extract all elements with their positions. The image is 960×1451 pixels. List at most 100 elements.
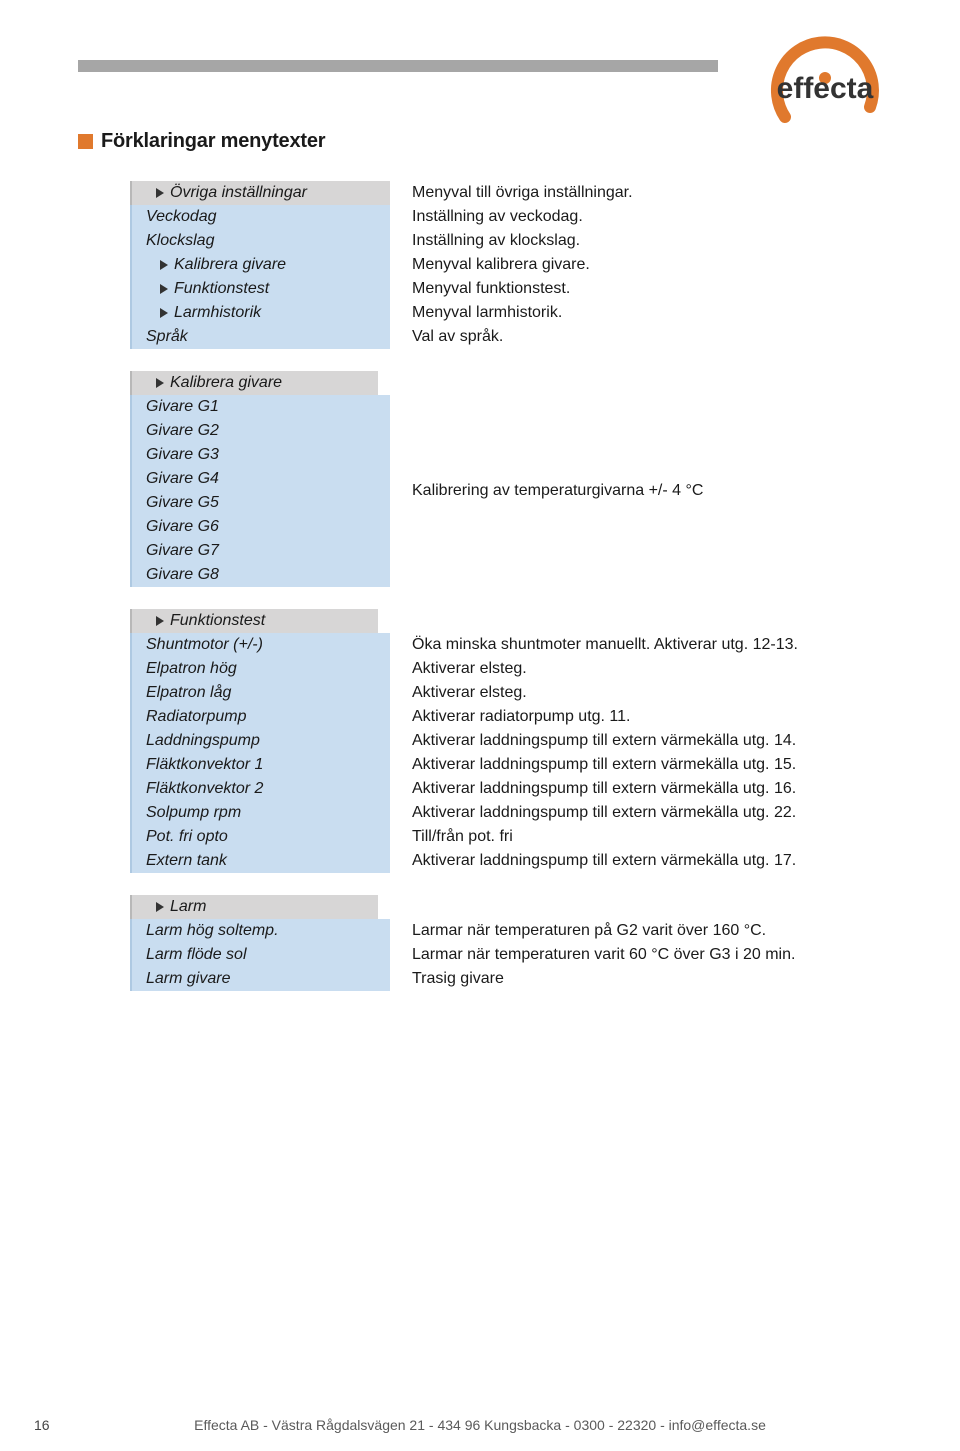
func-label-cell: Shuntmotor (+/-) (130, 633, 390, 657)
section-header-kalibrera: Kalibrera givare (130, 371, 378, 395)
func-label-cell: Solpump rpm (130, 801, 390, 825)
footer-text: Effecta AB - Västra Rågdalsvägen 21 - 43… (0, 1417, 960, 1433)
page: effecta Förklaringar menytexter Övriga i… (0, 0, 960, 1451)
larm-label-cell: Larm givare (130, 967, 390, 991)
section-kalibrera: Kalibrera givare Givare G1Givare G2Givar… (130, 371, 890, 587)
givare-item: Givare G6 (130, 515, 390, 539)
triangle-icon (160, 284, 168, 294)
menu-label: Funktionstest (174, 280, 269, 298)
header-grey-line (78, 60, 718, 72)
func-label: Elpatron låg (146, 684, 231, 702)
func-row: Extern tankAktiverar laddningspump till … (130, 849, 890, 873)
func-label: Extern tank (146, 852, 227, 870)
func-desc: Aktiverar elsteg. (390, 657, 890, 681)
func-desc: Aktiverar radiatorpump utg. 11. (390, 705, 890, 729)
givare-item: Givare G3 (130, 443, 390, 467)
section-header-label: Övriga inställningar (170, 184, 307, 202)
section-header-label: Funktionstest (170, 612, 265, 630)
larm-label: Larm flöde sol (146, 946, 247, 964)
func-label: Shuntmotor (+/-) (146, 636, 263, 654)
func-row: Solpump rpmAktiverar laddningspump till … (130, 801, 890, 825)
section-header-funktionstest: Funktionstest (130, 609, 378, 633)
menu-label-cell: Veckodag (130, 205, 390, 229)
larm-row: Larm flöde sol Larmar när temperaturen va… (130, 943, 890, 967)
larm-row: Larm hög soltemp. Larmar när temperaturen… (130, 919, 890, 943)
section-header-larm: Larm (130, 895, 378, 919)
larm-label-cell: Larm hög soltemp. (130, 919, 390, 943)
givare-item: Givare G4 (130, 467, 390, 491)
menu-label-cell: Larmhistorik (130, 301, 390, 325)
section-header-desc: Menyval till övriga inställningar. (390, 181, 890, 205)
func-desc: Aktiverar laddningspump till extern värm… (390, 729, 890, 753)
func-desc: Öka minska shuntmoter manuellt. Aktivera… (390, 633, 890, 657)
givare-item: Givare G1 (130, 395, 390, 419)
menu-row: VeckodagInställning av veckodag. (130, 205, 890, 229)
func-row: Laddningspump Aktiverar laddningspump til… (130, 729, 890, 753)
func-row: Pot. fri opto Till/från pot. fri (130, 825, 890, 849)
func-label: Fläktkonvektor 2 (146, 780, 263, 798)
section-heading-row: Förklaringar menytexter (78, 130, 960, 153)
larm-label: Larm hög soltemp. (146, 922, 279, 940)
func-desc: Aktiverar laddningspump till extern värm… (390, 777, 890, 801)
menu-desc: Menyval kalibrera givare. (390, 253, 890, 277)
menu-desc: Menyval larmhistorik. (390, 301, 890, 325)
section-header-label: Kalibrera givare (170, 374, 282, 392)
givare-item: Givare G5 (130, 491, 390, 515)
svg-text:effecta: effecta (777, 72, 874, 105)
func-label-cell: Elpatron låg (130, 681, 390, 705)
triangle-icon (156, 902, 164, 912)
content-area: Övriga inställningar Menyval till övriga… (130, 181, 890, 991)
func-label-cell: Fläktkonvektor 1 (130, 753, 390, 777)
func-desc: Aktiverar laddningspump till extern värm… (390, 753, 890, 777)
menu-label-cell: Klockslag (130, 229, 390, 253)
func-label: Solpump rpm (146, 804, 241, 822)
func-label-cell: Extern tank (130, 849, 390, 873)
section-header-label: Larm (170, 898, 206, 916)
section-larm: Larm Larm hög soltemp. Larmar när tempera… (130, 895, 890, 991)
menu-row: Kalibrera givare Menyval kalibrera givare… (130, 253, 890, 277)
larm-desc: Larmar när temperaturen på G2 varit över… (390, 919, 890, 943)
menu-label: Kalibrera givare (174, 256, 286, 274)
givare-item: Givare G2 (130, 419, 390, 443)
func-label-cell: Pot. fri opto (130, 825, 390, 849)
larm-desc: Trasig givare (390, 967, 890, 991)
triangle-icon (156, 616, 164, 626)
func-label: Elpatron hög (146, 660, 237, 678)
menu-row: FunktionstestMenyval funktionstest. (130, 277, 890, 301)
larm-row: Larm givare Trasig givare (130, 967, 890, 991)
func-label-cell: Elpatron hög (130, 657, 390, 681)
top-bar: effecta (0, 0, 960, 130)
section-funktionstest: Funktionstest Shuntmotor (+/-) Öka minska… (130, 609, 890, 873)
triangle-icon (160, 308, 168, 318)
menu-row: SpråkVal av språk. (130, 325, 890, 349)
func-row: Elpatron hög Aktiverar elsteg. (130, 657, 890, 681)
triangle-icon (160, 260, 168, 270)
menu-row: KlockslagInställning av klockslag. (130, 229, 890, 253)
func-label-cell: Fläktkonvektor 2 (130, 777, 390, 801)
menu-label: Veckodag (146, 208, 217, 226)
givare-item: Givare G7 (130, 539, 390, 563)
menu-label: Klockslag (146, 232, 214, 250)
larm-desc: Larmar när temperaturen varit 60 °C över… (390, 943, 890, 967)
larm-label-cell: Larm flöde sol (130, 943, 390, 967)
page-heading: Förklaringar menytexter (101, 130, 325, 153)
section-ovriga: Övriga inställningar Menyval till övriga… (130, 181, 890, 349)
menu-label: Larmhistorik (174, 304, 261, 322)
func-label: Laddningspump (146, 732, 260, 750)
larm-label: Larm givare (146, 970, 230, 988)
func-label: Pot. fri opto (146, 828, 228, 846)
func-desc: Till/från pot. fri (390, 825, 890, 849)
bullet-square-icon (78, 134, 93, 149)
triangle-icon (156, 378, 164, 388)
func-row: Elpatron låg Aktiverar elsteg. (130, 681, 890, 705)
menu-row: Larmhistorik Menyval larmhistorik. (130, 301, 890, 325)
menu-label-cell: Kalibrera givare (130, 253, 390, 277)
givare-item: Givare G8 (130, 563, 390, 587)
givare-list: Givare G1Givare G2Givare G3Givare G4Giva… (130, 395, 390, 587)
menu-label-cell: Språk (130, 325, 390, 349)
func-row: Shuntmotor (+/-) Öka minska shuntmoter ma… (130, 633, 890, 657)
menu-desc: Val av språk. (390, 325, 890, 349)
func-label-cell: Laddningspump (130, 729, 390, 753)
func-desc: Aktiverar elsteg. (390, 681, 890, 705)
func-label: Fläktkonvektor 1 (146, 756, 263, 774)
